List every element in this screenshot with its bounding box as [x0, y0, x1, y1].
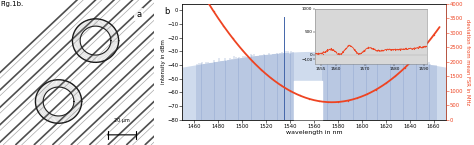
Y-axis label: intensity in dBm: intensity in dBm [161, 39, 166, 84]
Text: b: b [164, 7, 169, 16]
Y-axis label: deviation from mean FSR in MHz: deviation from mean FSR in MHz [465, 19, 470, 105]
Text: 20 μm: 20 μm [114, 118, 129, 123]
X-axis label: wavelength in nm: wavelength in nm [286, 130, 342, 135]
Text: Fig.1b.: Fig.1b. [0, 1, 24, 7]
Text: a: a [136, 10, 141, 19]
